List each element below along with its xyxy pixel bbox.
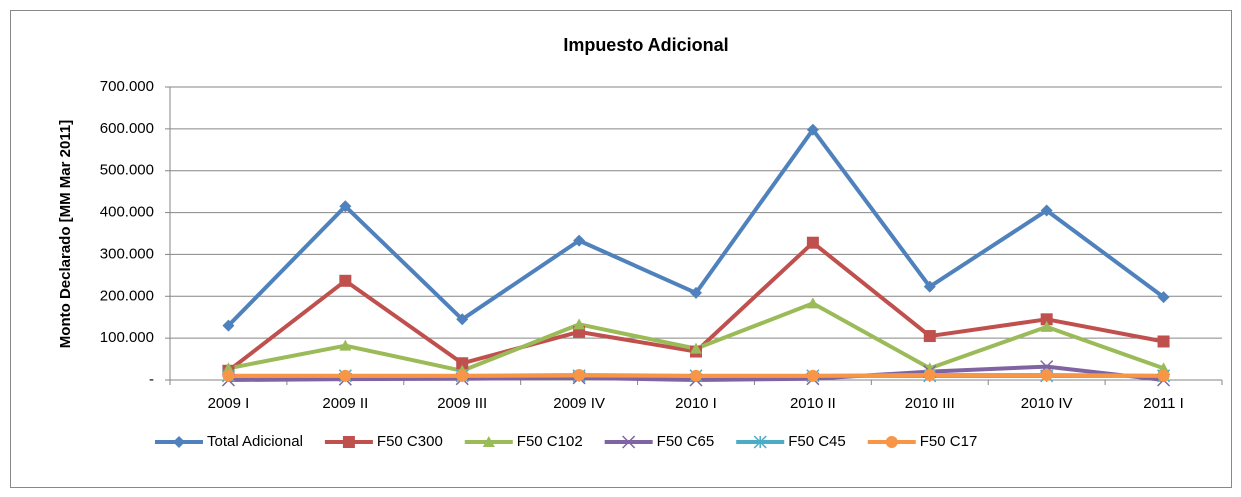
marker [456,313,469,326]
legend-item: F50 C65 [604,433,715,450]
y-tick-label: 600.000 [100,120,154,137]
y-tick-label: 500.000 [100,162,154,179]
legend-label: F50 C65 [657,433,715,450]
legend-item: F50 C45 [736,433,846,450]
x-tick-label: 2011 I [1143,395,1184,412]
marker [923,280,936,293]
x-tick-label: 2009 I [208,395,250,412]
legend-label: Total Adicional [207,433,303,450]
legend-item: F50 C300 [324,433,443,450]
marker [923,368,936,381]
chart-title: Impuesto Adicional [563,35,728,55]
marker [339,369,352,382]
legend-label: F50 C102 [517,433,583,450]
marker [456,357,469,370]
x-tick-label: 2009 II [322,395,368,412]
marker [923,330,936,343]
marker [222,319,235,332]
marker [1040,320,1053,332]
marker [690,342,702,354]
marker [342,436,355,448]
marker [1157,335,1170,348]
x-tick-label: 2010 III [905,395,955,412]
marker [1040,204,1053,217]
marker [1157,291,1170,304]
x-tick-label: 2010 II [790,395,836,412]
marker [753,435,767,449]
marker [622,435,636,449]
marker [482,436,495,447]
marker [339,274,352,287]
marker [456,369,469,382]
x-tick-label: 2010 I [675,395,717,412]
marker [222,362,235,374]
marker [806,297,819,309]
marker [1157,362,1170,374]
legend-label: F50 C300 [377,433,443,450]
marker [1157,369,1170,382]
marker [173,436,185,448]
legend-item: Total Adicional [155,433,303,450]
marker [806,236,819,249]
x-tick-label: 2009 IV [553,395,605,412]
marker [690,286,702,299]
y-tick-label: 200.000 [100,287,154,304]
marker [1040,368,1053,381]
legend-item: F50 C102 [464,433,583,450]
y-tick-label: - [149,371,154,388]
y-tick-label: 700.000 [100,78,154,95]
marker [806,369,819,382]
marker [573,368,586,381]
marker [573,234,586,247]
x-tick-label: 2010 IV [1021,395,1073,412]
y-axis-label: Monto Declarado [MM Mar 2011] [57,120,74,348]
marker [1040,313,1053,326]
legend-label: F50 C45 [788,433,846,450]
marker [339,339,352,351]
y-tick-label: 300.000 [100,245,154,262]
marker [885,436,898,448]
legend-item: F50 C17 [867,433,978,450]
marker [806,123,819,136]
marker [222,369,235,382]
y-tick-label: 400.000 [100,204,154,221]
marker [690,369,702,382]
y-tick-label: 100.000 [100,329,154,346]
legend-label: F50 C17 [920,433,978,450]
x-tick-label: 2009 III [437,395,487,412]
marker [573,318,586,330]
marker [339,200,352,213]
chart-border [10,10,1232,488]
